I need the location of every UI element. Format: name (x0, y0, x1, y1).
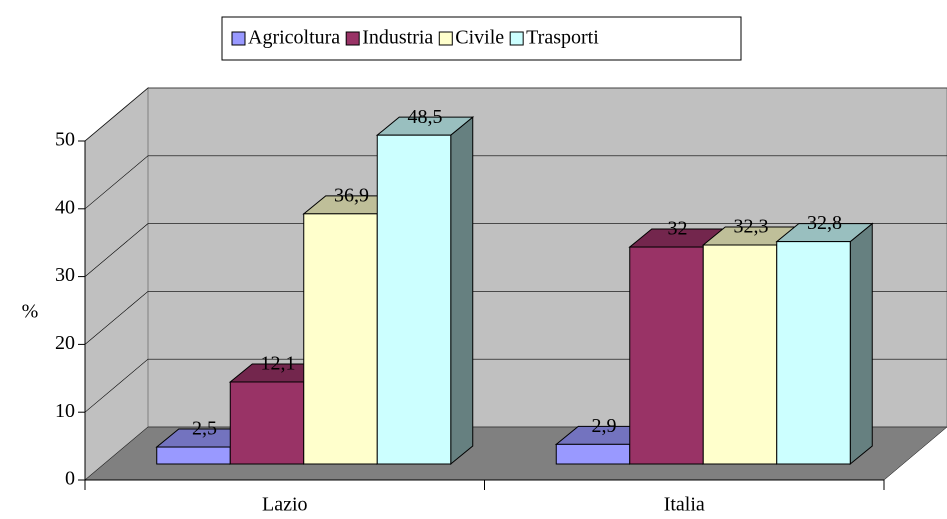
bar (376, 134, 452, 465)
y-tick-label: 50 (55, 129, 75, 151)
data-label: 32,3 (734, 216, 769, 238)
x-tick-label: Lazio (262, 494, 308, 516)
y-tick-label: 40 (55, 196, 75, 218)
legend-label: Civile (455, 27, 504, 49)
y-tick-label: 10 (55, 400, 75, 422)
bar (629, 246, 704, 465)
data-label: 12,1 (261, 353, 296, 375)
bar (776, 241, 851, 465)
y-tick-label: 20 (55, 332, 75, 354)
bar (303, 213, 378, 465)
bar (702, 244, 778, 465)
data-label: 2,5 (192, 418, 217, 440)
y-tick-label: 30 (55, 264, 75, 286)
legend-swatch (345, 31, 360, 46)
x-tick-label: Italia (664, 494, 705, 516)
legend-swatch (438, 31, 453, 46)
data-label: 36,9 (334, 184, 369, 206)
data-label: 32,8 (807, 212, 842, 234)
data-label: 2,9 (592, 415, 617, 437)
bar (555, 443, 631, 465)
data-label: 32 (668, 218, 688, 240)
legend-label: Agricoltura (248, 27, 340, 49)
bar (229, 381, 305, 465)
legend-box (221, 16, 742, 61)
data-label: 48,5 (408, 106, 443, 128)
bar (156, 446, 231, 465)
bar-side (450, 116, 474, 466)
grid-line (84, 155, 947, 210)
legend-swatch (509, 31, 524, 46)
legend-swatch (231, 31, 246, 46)
bar-side (849, 222, 873, 466)
side-wall (84, 86, 149, 482)
y-tick-label: 0 (65, 468, 75, 490)
grid-line (84, 87, 947, 142)
legend-label: Industria (362, 27, 433, 49)
legend-label: Trasporti (526, 27, 599, 49)
grid-line (84, 223, 947, 277)
y-axis-label: % (22, 301, 39, 323)
